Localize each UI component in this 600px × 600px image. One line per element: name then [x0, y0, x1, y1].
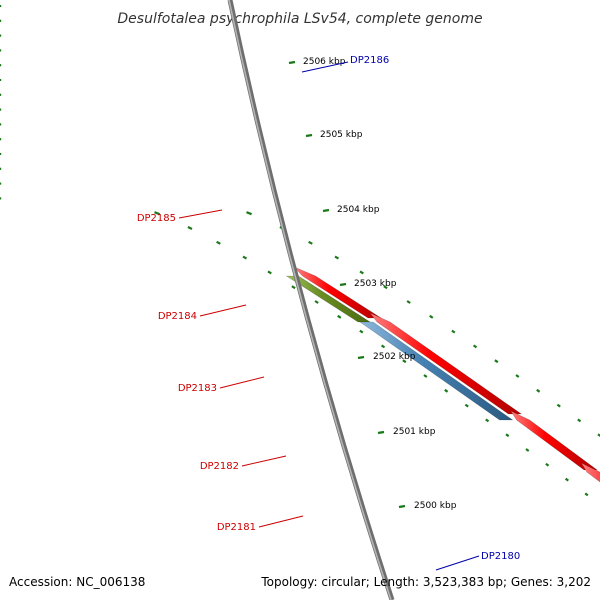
tick-mark-left: [402, 359, 407, 364]
gene-label-dp2183: DP2183: [178, 383, 217, 394]
tick-mark-left: [154, 211, 161, 216]
tick-mark-left: [216, 240, 221, 245]
tick-mark-left: [545, 462, 550, 467]
tick-mark-left: [485, 418, 490, 423]
genome-backbone: [227, 0, 395, 600]
tick-mark-right: [472, 344, 478, 349]
tick-label: 2504 kbp: [337, 205, 380, 215]
leader-line: [301, 61, 349, 73]
gene-labels: DP2186 DP2185 DP2184 DP2183 DP2182 DP218…: [137, 55, 520, 571]
leader-line: [435, 555, 480, 571]
tick-mark-left: [584, 492, 589, 497]
tick-mark-left: [337, 314, 342, 319]
tick-mark-right: [406, 300, 411, 304]
tick-label: 2500 kbp: [414, 501, 457, 511]
tick-mark-right: [359, 270, 364, 275]
tick-mark-right: [597, 433, 600, 438]
major-tick-mark: [357, 355, 365, 360]
tick-label: 2501 kbp: [393, 427, 436, 437]
tick-mark-right: [536, 388, 541, 393]
tick-mark-left: [242, 255, 248, 260]
tick-mark-right: [246, 211, 253, 216]
genome-backbone-highlight: [228, 0, 392, 600]
tick-mark-right: [334, 255, 340, 260]
tick-mark-left: [505, 433, 510, 438]
tick-mark-right: [515, 374, 520, 378]
gene-features: [287, 267, 600, 483]
tick-mark-left: [464, 403, 469, 408]
gene-label-dp2184: DP2184: [158, 311, 197, 322]
gene-feature-dp2183-steel: [359, 321, 514, 421]
tick-mark-left: [314, 300, 319, 304]
leader-line: [199, 304, 247, 317]
gene-label-dp2186: DP2186: [350, 55, 389, 66]
tick-label: 2505 kbp: [320, 130, 363, 140]
tick-label: 2503 kbp: [354, 279, 397, 289]
major-tick-mark: [288, 60, 296, 65]
tick-mark-right: [556, 403, 561, 408]
gene-label-dp2185: DP2185: [137, 213, 176, 224]
tick-label: 2502 kbp: [373, 352, 416, 362]
tick-mark-right: [494, 359, 499, 364]
gene-label-dp2181: DP2181: [217, 522, 256, 533]
gene-feature-dp2182-red: [509, 410, 599, 471]
genome-summary-text: Topology: circular; Length: 3,523,383 bp…: [260, 575, 591, 589]
tick-mark-right: [308, 240, 313, 245]
major-tick-mark: [305, 133, 313, 138]
gene-label-dp2182: DP2182: [200, 461, 239, 472]
major-tick-mark: [377, 430, 385, 435]
gene-label-dp2180: DP2180: [481, 551, 520, 562]
tick-mark-left: [187, 226, 193, 230]
map-title: Desulfotalea psychrophila LSv54, complet…: [117, 11, 482, 27]
leader-line: [219, 376, 265, 389]
leader-line: [258, 515, 304, 528]
major-tick-mark: [398, 504, 406, 509]
gene-feature-dp2183-red: [369, 312, 523, 415]
tick-mark-right: [383, 285, 388, 290]
tick-mark-left: [444, 388, 449, 393]
tick-mark-right: [577, 418, 582, 423]
leader-line: [178, 209, 223, 219]
tick-mark-left: [359, 329, 364, 334]
tick-mark-right: [451, 329, 456, 334]
tick-mark-left: [267, 270, 272, 275]
tick-mark-right: [429, 314, 434, 319]
tick-labels: 2506 kbp 2505 kbp 2504 kbp 2503 kbp 2502…: [303, 57, 457, 511]
tick-dotted-lines: [0, 5, 600, 509]
leader-line: [241, 455, 287, 467]
tick-mark-left: [525, 448, 530, 452]
tick-mark-left: [564, 477, 569, 482]
tick-label: 2506 kbp: [303, 57, 346, 67]
tick-mark-left: [380, 344, 386, 349]
tick-mark-left: [423, 374, 428, 378]
gene-feature-dp2181-red: [580, 462, 600, 483]
tick-mark-left: [291, 285, 296, 290]
accession-text: Accession: NC_006138: [9, 575, 145, 589]
major-tick-mark: [339, 282, 347, 287]
major-tick-mark: [322, 208, 330, 213]
